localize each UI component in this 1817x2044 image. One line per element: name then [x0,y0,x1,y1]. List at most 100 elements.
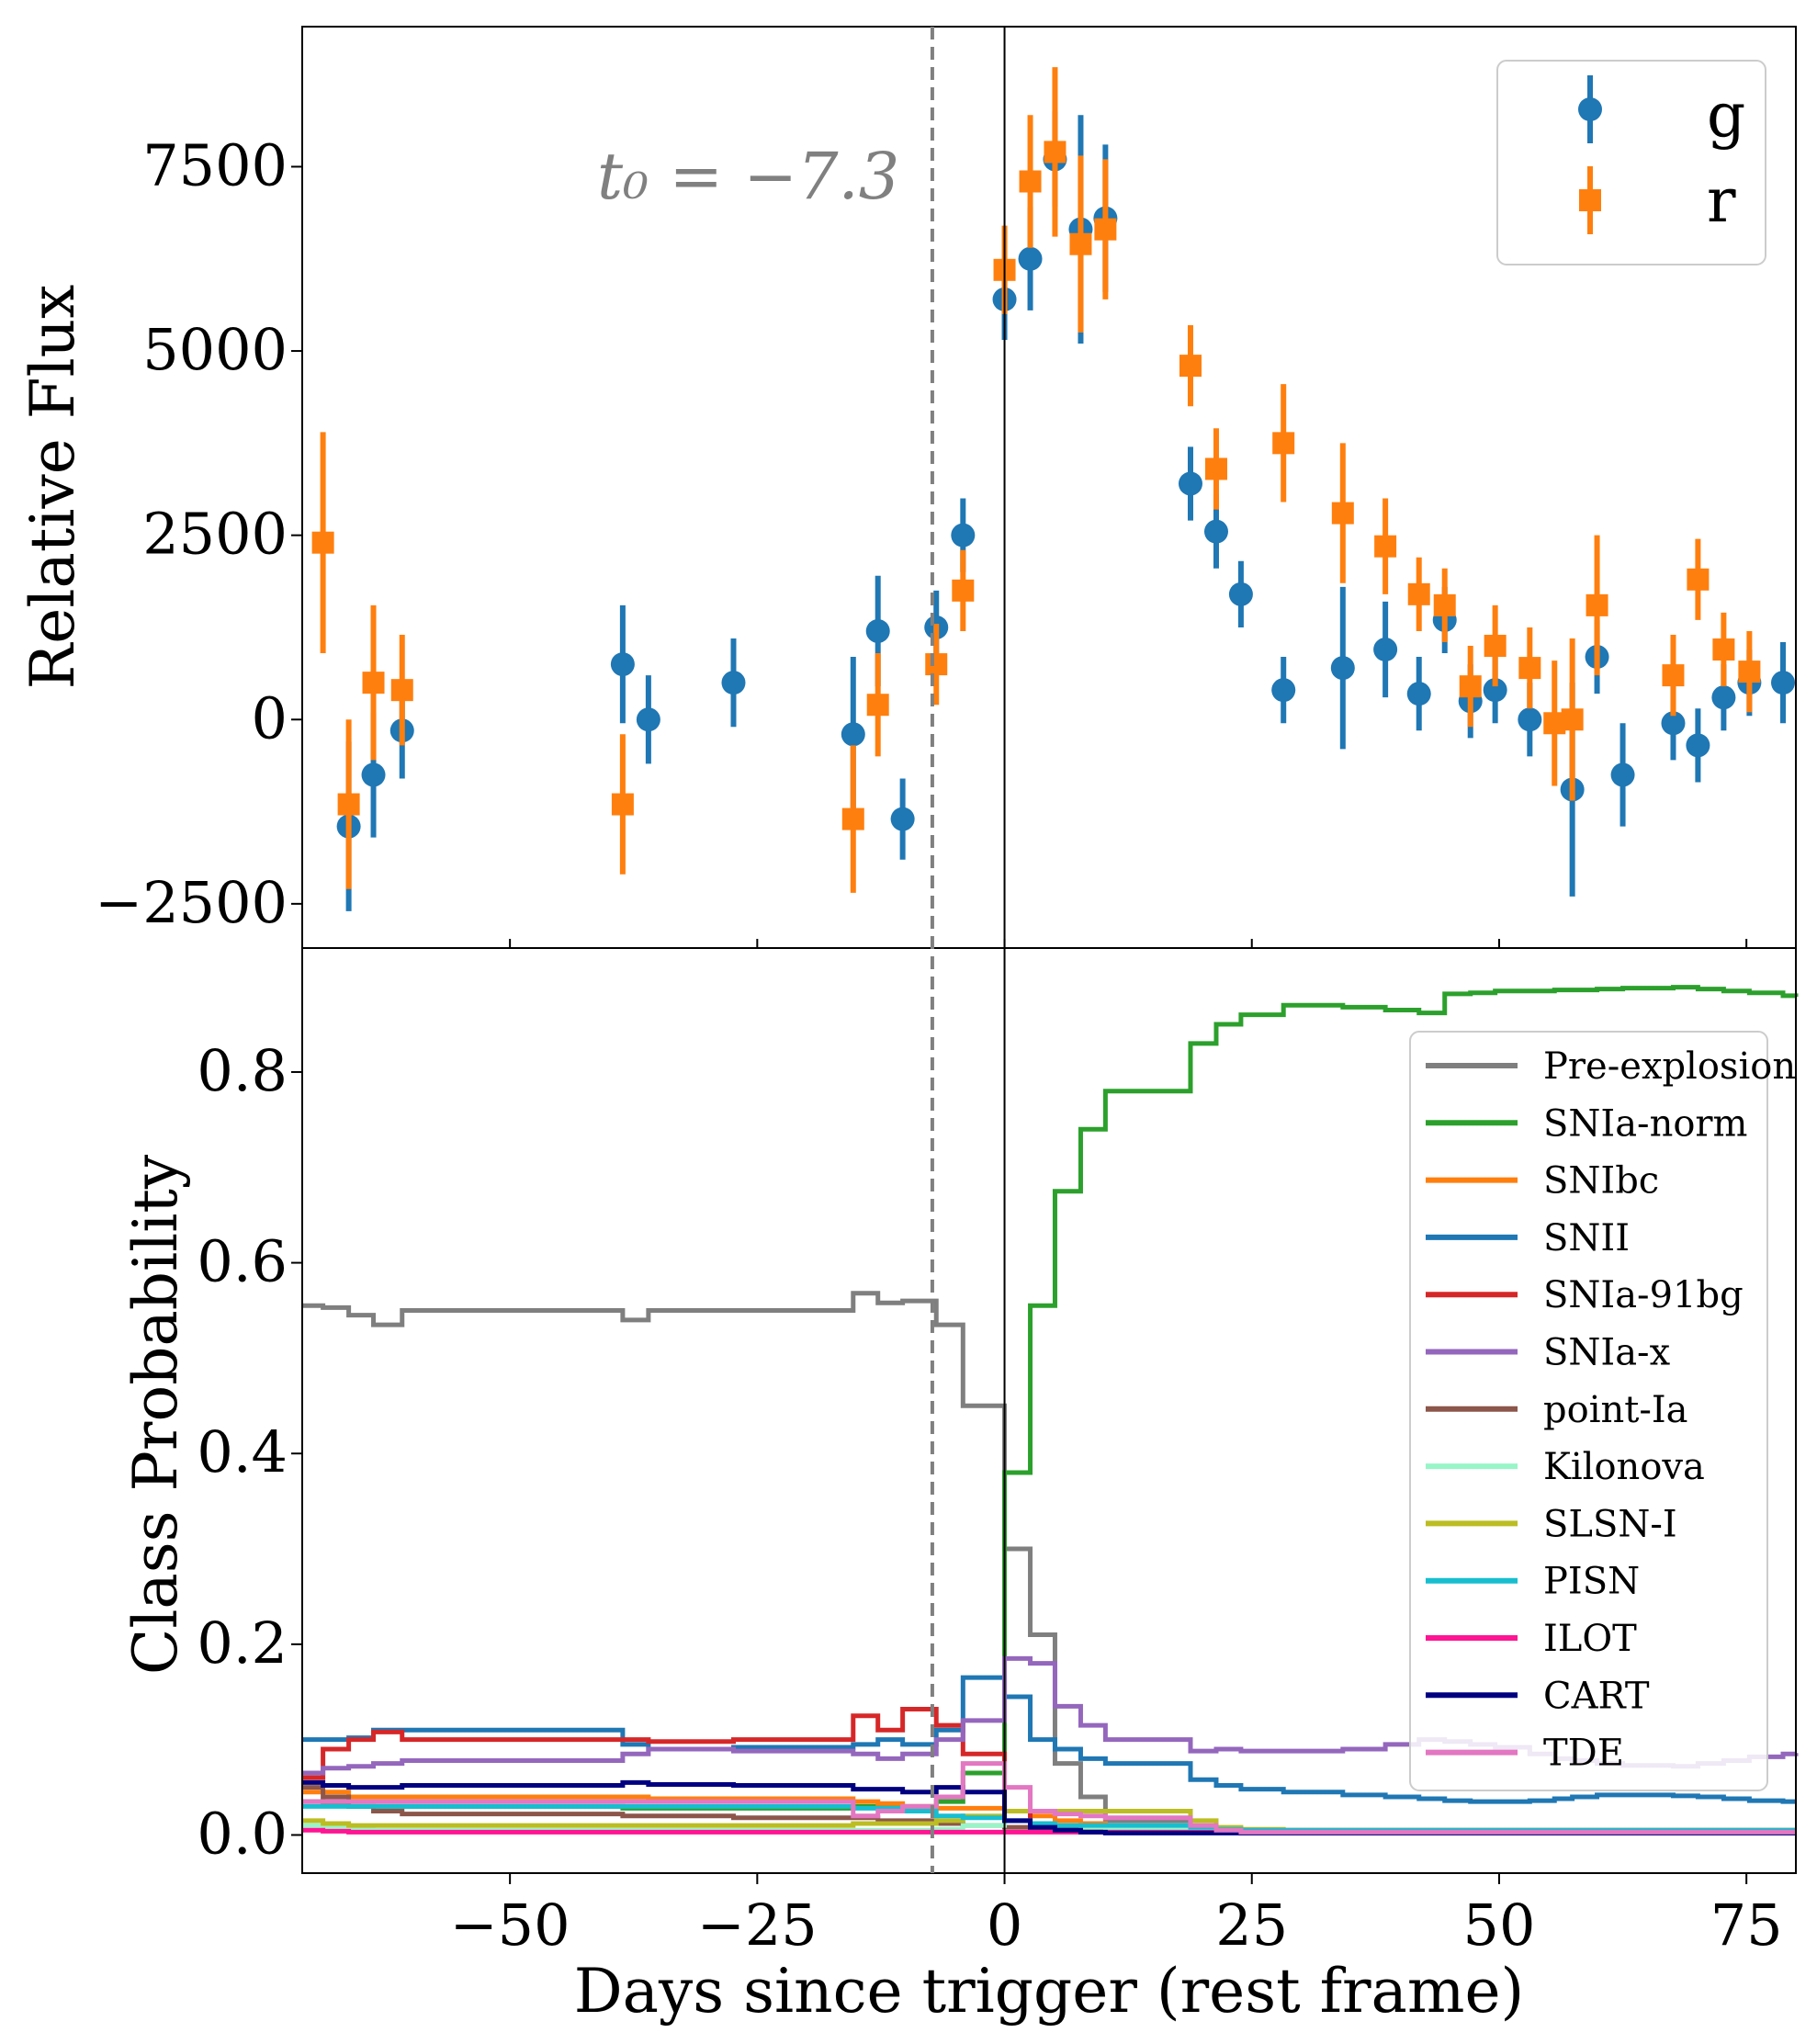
legend-label-snia-x: SNIa-x [1543,1332,1671,1374]
data-point-r [1044,141,1066,164]
data-point-g [361,762,386,787]
bottom-y-tick-label: 0.6 [197,1228,288,1295]
data-point-g [865,618,890,643]
legend-label-g: g [1707,80,1745,151]
x-tick-label: 0 [987,1892,1022,1959]
data-point-g [1178,471,1202,496]
data-point-g [1271,678,1296,703]
bottom-y-tick-label: 0.0 [197,1800,288,1867]
data-point-g [1228,582,1253,606]
legend-label-point-ia: point-Ia [1543,1389,1687,1431]
bottom-y-axis-title: Class Probability [120,1154,191,1675]
data-point-r [611,793,634,816]
data-point-r [1738,661,1761,683]
data-point-r [1687,568,1710,591]
bottom-x-ticks: −50 −25 0 25 50 75 [450,939,1783,1959]
data-point-r [390,679,413,702]
bottom-y-tick-label: 0.4 [197,1418,288,1485]
data-point-r [952,579,975,602]
data-point-r [1374,535,1397,558]
data-point-r [866,694,889,717]
data-point-r [311,531,334,554]
line-tde [302,1761,1796,1835]
bottom-panel-frame [301,947,1797,1874]
legend-label-pisn: PISN [1543,1561,1640,1603]
x-tick-label: 50 [1463,1892,1536,1959]
data-point-g [890,807,915,831]
data-point-g [1518,707,1542,732]
data-point-r [1662,664,1685,687]
data-point-g [1203,519,1228,544]
data-point-r [1561,708,1584,731]
data-point-r [1484,635,1507,658]
legend-label-ilot: ILOT [1543,1618,1637,1660]
data-point-r [925,653,948,676]
data-point-r [1407,582,1430,605]
data-point-r [1204,457,1227,480]
light-curve-marks [311,67,1796,911]
data-point-r [1019,170,1042,193]
x-tick-label: −50 [450,1892,570,1959]
legend-label-snibc: SNIbc [1543,1160,1659,1203]
data-point-g [1610,762,1635,787]
data-point-r [1272,432,1295,455]
x-axis-title: Days since trigger (rest frame) [574,1956,1525,2027]
class-probability-panel: 0.0 0.2 0.4 0.6 0.8 −50 −25 0 25 50 75 Class Prob… [120,939,1799,2027]
top-y-ticks: −2500 0 2500 5000 7500 [95,131,302,936]
bottom-y-ticks: 0.0 0.2 0.4 0.6 0.8 [197,1037,302,1867]
data-point-r [337,793,360,816]
legend-marker-g [1578,75,1602,143]
legend-label-kilonova: Kilonova [1543,1446,1705,1488]
data-point-g [951,523,976,548]
top-y-axis-title: Relative Flux [17,285,88,690]
top-y-tick-label: 2500 [142,501,288,568]
legend-label-r: r [1707,165,1736,236]
data-point-r [1518,657,1541,680]
class-legend: Pre-explosion SNIa-norm SNIbc SNII SNIa-91bg… [1409,1031,1796,1791]
data-point-g [610,652,635,677]
data-point-g [1661,711,1686,736]
x-tick-label: 75 [1710,1892,1783,1959]
data-point-g [1686,733,1710,758]
legend-label-tde: TDE [1543,1733,1624,1775]
top-legend: g r [1496,60,1766,265]
top-y-tick-label: 7500 [142,131,288,198]
data-point-r [841,807,864,830]
data-point-g [841,722,865,747]
data-point-r [1179,355,1202,378]
legend-label-cart: CART [1543,1675,1650,1717]
bottom-y-tick-label: 0.8 [197,1037,288,1104]
x-tick-label: 25 [1215,1892,1288,1959]
legend-label-snia-norm: SNIa-norm [1543,1102,1747,1145]
legend-label-snii: SNII [1543,1217,1630,1259]
data-point-g [1373,638,1398,662]
data-point-g [1018,246,1043,271]
light-curve-annotation: t₀ = −7.3 [597,139,899,214]
data-point-g [721,671,746,695]
data-point-r [1331,502,1354,525]
data-point-r [1586,593,1608,616]
top-y-tick-label: −2500 [95,869,288,936]
data-point-g [1711,685,1736,710]
data-point-r [1459,675,1482,698]
data-point-g [636,707,660,732]
legend-label-slsn-i: SLSN-I [1543,1503,1677,1545]
data-point-g [1483,678,1507,703]
data-point-r [1712,638,1735,661]
light-curve-panel: −2500 0 2500 5000 7500 t₀ = −7.3 Relative Fl… [17,26,1797,949]
legend-label-snia-91bg: SNIa-91bg [1543,1274,1744,1316]
data-point-r [1069,232,1092,255]
data-point-g [1330,656,1355,681]
data-point-r [362,672,385,695]
data-point-g [1406,682,1431,706]
top-y-tick-label: 0 [252,684,288,751]
legend-marker-r [1579,166,1601,234]
top-y-tick-label: 5000 [142,316,288,383]
x-tick-label: −25 [697,1892,818,1959]
data-point-r [1094,218,1117,241]
data-point-g [1771,671,1796,695]
legend-label-pre-explosion: Pre-explosion [1543,1045,1796,1088]
data-point-r [1433,593,1456,616]
bottom-y-tick-label: 0.2 [197,1609,288,1677]
